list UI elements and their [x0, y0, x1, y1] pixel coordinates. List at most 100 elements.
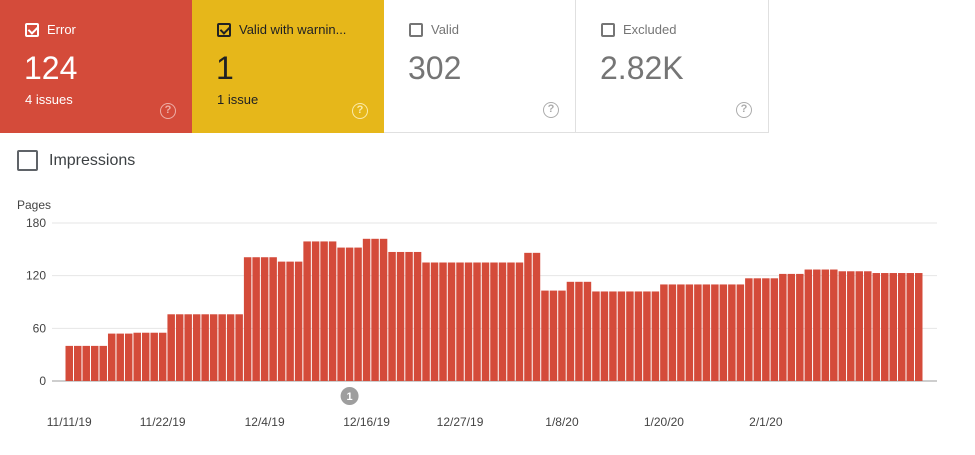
bar[interactable]	[728, 284, 736, 381]
bar[interactable]	[473, 262, 481, 382]
bar[interactable]	[855, 271, 864, 381]
bar[interactable]	[507, 262, 515, 382]
bar[interactable]	[541, 290, 549, 381]
bar[interactable]	[252, 257, 260, 381]
bar[interactable]	[354, 247, 362, 381]
bar[interactable]	[592, 291, 600, 381]
bar[interactable]	[362, 238, 371, 381]
error-card[interactable]: Error 124 4 issues ?	[0, 0, 192, 133]
bar[interactable]	[677, 284, 685, 381]
help-circle-icon[interactable]: ?	[736, 102, 752, 118]
bar[interactable]	[175, 314, 184, 381]
bar[interactable]	[447, 262, 456, 382]
bar[interactable]	[107, 333, 116, 381]
bar[interactable]	[328, 241, 337, 381]
bar[interactable]	[209, 314, 218, 381]
bar[interactable]	[583, 281, 592, 381]
bar[interactable]	[566, 281, 575, 381]
bar[interactable]	[481, 262, 490, 382]
bar[interactable]	[422, 262, 430, 382]
bar[interactable]	[226, 314, 235, 381]
bar[interactable]	[192, 314, 201, 381]
bar[interactable]	[762, 278, 770, 381]
bar[interactable]	[167, 314, 175, 381]
bar[interactable]	[915, 273, 923, 381]
bar[interactable]	[668, 284, 677, 381]
bar[interactable]	[490, 262, 498, 382]
warning-card[interactable]: Valid with warnin... 1 1 issue ?	[192, 0, 384, 133]
help-circle-icon[interactable]: ?	[543, 102, 559, 118]
bar[interactable]	[745, 278, 753, 381]
bar[interactable]	[218, 314, 226, 381]
bar[interactable]	[651, 291, 660, 381]
bar[interactable]	[889, 273, 898, 381]
bar[interactable]	[320, 241, 328, 381]
bar[interactable]	[779, 273, 787, 381]
bar[interactable]	[133, 332, 141, 381]
bar[interactable]	[515, 262, 524, 382]
bar[interactable]	[158, 332, 167, 381]
bar[interactable]	[235, 314, 243, 381]
valid-checkbox[interactable]	[409, 22, 423, 37]
bar[interactable]	[787, 273, 796, 381]
help-circle-icon[interactable]: ?	[160, 103, 176, 119]
bar[interactable]	[345, 247, 354, 381]
bar[interactable]	[702, 284, 711, 381]
bar[interactable]	[379, 238, 388, 381]
bar[interactable]	[456, 262, 464, 382]
bar[interactable]	[847, 271, 855, 381]
bar[interactable]	[524, 252, 532, 381]
bar[interactable]	[73, 345, 82, 381]
bar[interactable]	[371, 238, 379, 381]
bar[interactable]	[243, 257, 252, 381]
bar[interactable]	[311, 241, 320, 381]
bar[interactable]	[575, 281, 583, 381]
bar[interactable]	[337, 247, 345, 381]
bar[interactable]	[660, 284, 668, 381]
bar[interactable]	[532, 252, 541, 381]
bar[interactable]	[558, 290, 566, 381]
bar[interactable]	[430, 262, 439, 382]
bar[interactable]	[736, 284, 745, 381]
error-checkbox[interactable]	[25, 22, 39, 37]
bar[interactable]	[90, 345, 99, 381]
bar[interactable]	[141, 332, 150, 381]
bar[interactable]	[388, 251, 396, 381]
excluded-card[interactable]: Excluded 2.82K ?	[576, 0, 769, 133]
bar[interactable]	[201, 314, 209, 381]
bar[interactable]	[838, 271, 847, 381]
valid-card[interactable]: Valid 302 ?	[384, 0, 576, 133]
bar[interactable]	[498, 262, 507, 382]
bar[interactable]	[830, 269, 838, 381]
bar[interactable]	[413, 251, 422, 381]
bar[interactable]	[906, 273, 915, 381]
bar[interactable]	[184, 314, 192, 381]
bar[interactable]	[65, 345, 73, 381]
bar[interactable]	[116, 333, 124, 381]
bar[interactable]	[711, 284, 719, 381]
bar[interactable]	[643, 291, 651, 381]
bar[interactable]	[872, 273, 881, 381]
bar[interactable]	[294, 261, 303, 381]
impressions-toggle[interactable]: Impressions	[17, 150, 135, 171]
annotation-marker[interactable]	[340, 387, 359, 405]
bar[interactable]	[150, 332, 158, 381]
bar[interactable]	[881, 273, 889, 381]
bar[interactable]	[617, 291, 626, 381]
bar[interactable]	[813, 269, 821, 381]
bar[interactable]	[405, 251, 413, 381]
bar[interactable]	[626, 291, 634, 381]
bar[interactable]	[796, 273, 804, 381]
bar[interactable]	[396, 251, 405, 381]
bar[interactable]	[634, 291, 643, 381]
excluded-checkbox[interactable]	[601, 22, 615, 37]
bar[interactable]	[99, 345, 107, 381]
bar[interactable]	[864, 271, 872, 381]
bar[interactable]	[609, 291, 617, 381]
bar[interactable]	[770, 278, 779, 381]
bar[interactable]	[124, 333, 133, 381]
bar[interactable]	[753, 278, 762, 381]
bar[interactable]	[82, 345, 90, 381]
bar[interactable]	[464, 262, 473, 382]
bar[interactable]	[269, 257, 277, 381]
